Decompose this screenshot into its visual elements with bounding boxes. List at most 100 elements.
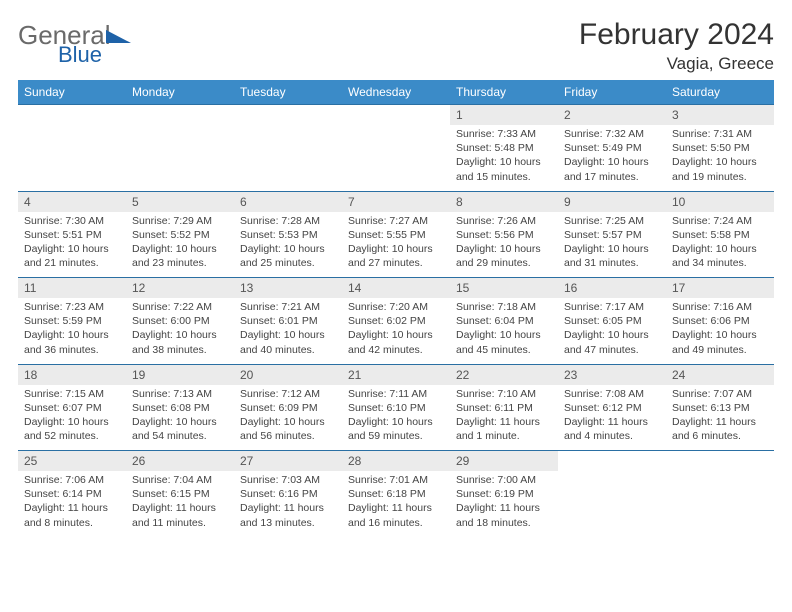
sunrise-line: Sunrise: 7:03 AM xyxy=(240,473,336,487)
day-number-cell: 28 xyxy=(342,451,450,472)
sunrise-line: Sunrise: 7:22 AM xyxy=(132,300,228,314)
sunrise-line: Sunrise: 7:11 AM xyxy=(348,387,444,401)
day-detail-cell: Sunrise: 7:06 AMSunset: 6:14 PMDaylight:… xyxy=(18,471,126,537)
daylight-line: Daylight: 10 hours and 36 minutes. xyxy=(24,328,120,356)
day-detail-cell: Sunrise: 7:16 AMSunset: 6:06 PMDaylight:… xyxy=(666,298,774,364)
daylight-line: Daylight: 11 hours and 4 minutes. xyxy=(564,415,660,443)
sunset-line: Sunset: 6:04 PM xyxy=(456,314,552,328)
day-detail-cell xyxy=(234,125,342,191)
sunset-line: Sunset: 6:16 PM xyxy=(240,487,336,501)
day-number-cell: 6 xyxy=(234,191,342,212)
sunrise-line: Sunrise: 7:32 AM xyxy=(564,127,660,141)
location: Vagia, Greece xyxy=(579,54,774,74)
day-number-cell: 1 xyxy=(450,105,558,126)
day-number-cell: 18 xyxy=(18,364,126,385)
sunset-line: Sunset: 6:19 PM xyxy=(456,487,552,501)
sunrise-line: Sunrise: 7:18 AM xyxy=(456,300,552,314)
day-number-cell xyxy=(342,105,450,126)
sunrise-line: Sunrise: 7:01 AM xyxy=(348,473,444,487)
day-number-cell xyxy=(558,451,666,472)
daylight-line: Daylight: 10 hours and 47 minutes. xyxy=(564,328,660,356)
daylight-line: Daylight: 10 hours and 54 minutes. xyxy=(132,415,228,443)
daylight-line: Daylight: 10 hours and 19 minutes. xyxy=(672,155,768,183)
day-number-cell: 14 xyxy=(342,278,450,299)
sunrise-line: Sunrise: 7:16 AM xyxy=(672,300,768,314)
day-detail-cell xyxy=(342,125,450,191)
day-number-cell: 13 xyxy=(234,278,342,299)
sunrise-line: Sunrise: 7:08 AM xyxy=(564,387,660,401)
day-detail-cell xyxy=(126,125,234,191)
sunrise-line: Sunrise: 7:33 AM xyxy=(456,127,552,141)
sunset-line: Sunset: 6:06 PM xyxy=(672,314,768,328)
daylight-line: Daylight: 10 hours and 29 minutes. xyxy=(456,242,552,270)
sunrise-line: Sunrise: 7:28 AM xyxy=(240,214,336,228)
sunset-line: Sunset: 5:56 PM xyxy=(456,228,552,242)
daylight-line: Daylight: 10 hours and 49 minutes. xyxy=(672,328,768,356)
month-title: February 2024 xyxy=(579,18,774,52)
day-number-cell: 21 xyxy=(342,364,450,385)
sunrise-line: Sunrise: 7:15 AM xyxy=(24,387,120,401)
week-2-numbers: 11121314151617 xyxy=(18,278,774,299)
title-block: February 2024 Vagia, Greece xyxy=(579,18,774,74)
daylight-line: Daylight: 10 hours and 25 minutes. xyxy=(240,242,336,270)
daylight-line: Daylight: 10 hours and 27 minutes. xyxy=(348,242,444,270)
day-number-cell xyxy=(234,105,342,126)
week-4-numbers: 2526272829 xyxy=(18,451,774,472)
daylight-line: Daylight: 10 hours and 52 minutes. xyxy=(24,415,120,443)
sunrise-line: Sunrise: 7:29 AM xyxy=(132,214,228,228)
day-detail-cell: Sunrise: 7:27 AMSunset: 5:55 PMDaylight:… xyxy=(342,212,450,278)
day-header-thursday: Thursday xyxy=(450,80,558,105)
daylight-line: Daylight: 10 hours and 15 minutes. xyxy=(456,155,552,183)
day-detail-cell: Sunrise: 7:13 AMSunset: 6:08 PMDaylight:… xyxy=(126,385,234,451)
sunset-line: Sunset: 5:48 PM xyxy=(456,141,552,155)
daylight-line: Daylight: 10 hours and 34 minutes. xyxy=(672,242,768,270)
day-number-cell: 17 xyxy=(666,278,774,299)
day-number-cell: 29 xyxy=(450,451,558,472)
day-number-cell: 24 xyxy=(666,364,774,385)
sunset-line: Sunset: 6:11 PM xyxy=(456,401,552,415)
day-number-cell: 22 xyxy=(450,364,558,385)
day-header-wednesday: Wednesday xyxy=(342,80,450,105)
sunset-line: Sunset: 5:50 PM xyxy=(672,141,768,155)
daylight-line: Daylight: 10 hours and 56 minutes. xyxy=(240,415,336,443)
sunrise-line: Sunrise: 7:17 AM xyxy=(564,300,660,314)
logo: General Blue xyxy=(18,22,138,71)
sunrise-line: Sunrise: 7:24 AM xyxy=(672,214,768,228)
day-number-cell xyxy=(18,105,126,126)
sunset-line: Sunset: 6:05 PM xyxy=(564,314,660,328)
day-detail-cell: Sunrise: 7:04 AMSunset: 6:15 PMDaylight:… xyxy=(126,471,234,537)
sunrise-line: Sunrise: 7:07 AM xyxy=(672,387,768,401)
day-detail-cell: Sunrise: 7:31 AMSunset: 5:50 PMDaylight:… xyxy=(666,125,774,191)
sunrise-line: Sunrise: 7:00 AM xyxy=(456,473,552,487)
sunset-line: Sunset: 5:59 PM xyxy=(24,314,120,328)
day-detail-cell: Sunrise: 7:12 AMSunset: 6:09 PMDaylight:… xyxy=(234,385,342,451)
day-detail-cell: Sunrise: 7:29 AMSunset: 5:52 PMDaylight:… xyxy=(126,212,234,278)
day-header-friday: Friday xyxy=(558,80,666,105)
sunset-line: Sunset: 6:08 PM xyxy=(132,401,228,415)
sunrise-line: Sunrise: 7:31 AM xyxy=(672,127,768,141)
daylight-line: Daylight: 11 hours and 6 minutes. xyxy=(672,415,768,443)
sunset-line: Sunset: 5:51 PM xyxy=(24,228,120,242)
day-detail-cell: Sunrise: 7:15 AMSunset: 6:07 PMDaylight:… xyxy=(18,385,126,451)
daylight-line: Daylight: 10 hours and 17 minutes. xyxy=(564,155,660,183)
day-detail-cell: Sunrise: 7:28 AMSunset: 5:53 PMDaylight:… xyxy=(234,212,342,278)
day-detail-cell: Sunrise: 7:10 AMSunset: 6:11 PMDaylight:… xyxy=(450,385,558,451)
week-1-numbers: 45678910 xyxy=(18,191,774,212)
sunset-line: Sunset: 6:13 PM xyxy=(672,401,768,415)
sunrise-line: Sunrise: 7:27 AM xyxy=(348,214,444,228)
day-number-cell: 5 xyxy=(126,191,234,212)
day-number-cell: 10 xyxy=(666,191,774,212)
sunset-line: Sunset: 6:01 PM xyxy=(240,314,336,328)
day-number-cell: 19 xyxy=(126,364,234,385)
day-detail-cell: Sunrise: 7:21 AMSunset: 6:01 PMDaylight:… xyxy=(234,298,342,364)
day-detail-cell xyxy=(666,471,774,537)
logo-word2: Blue xyxy=(58,42,102,66)
day-detail-cell: Sunrise: 7:33 AMSunset: 5:48 PMDaylight:… xyxy=(450,125,558,191)
sunset-line: Sunset: 6:09 PM xyxy=(240,401,336,415)
sunset-line: Sunset: 5:49 PM xyxy=(564,141,660,155)
week-3-details: Sunrise: 7:15 AMSunset: 6:07 PMDaylight:… xyxy=(18,385,774,451)
day-header-saturday: Saturday xyxy=(666,80,774,105)
daylight-line: Daylight: 11 hours and 13 minutes. xyxy=(240,501,336,529)
daylight-line: Daylight: 10 hours and 59 minutes. xyxy=(348,415,444,443)
day-number-cell: 11 xyxy=(18,278,126,299)
